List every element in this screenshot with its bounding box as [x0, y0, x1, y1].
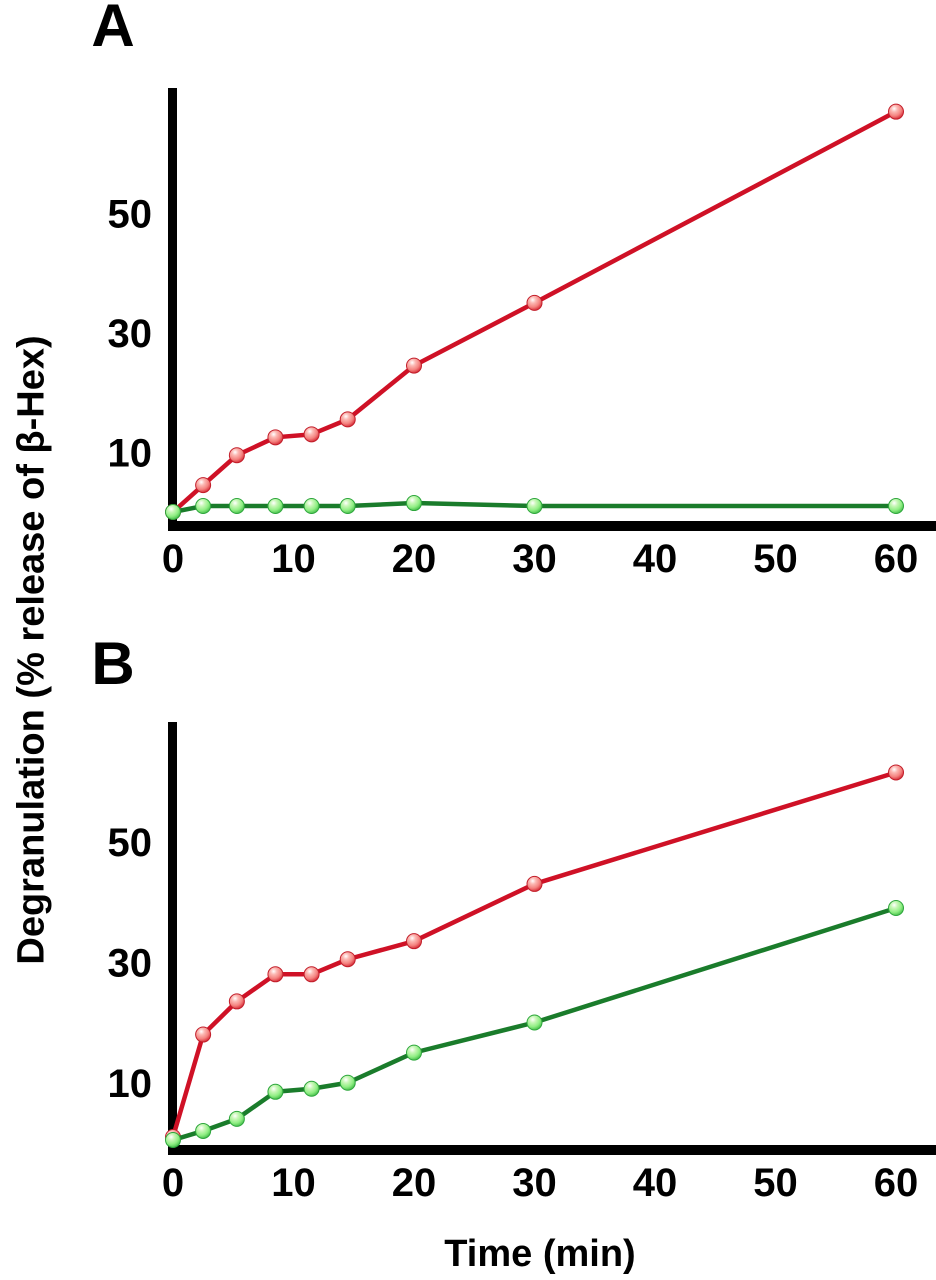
- green-data-point: [165, 504, 181, 520]
- red-data-point: [303, 426, 320, 443]
- y-tick-label: 50: [108, 192, 153, 236]
- x-tick-label: 0: [162, 537, 184, 581]
- y-tick-label: 50: [108, 821, 153, 865]
- green-data-point: [526, 1014, 543, 1031]
- green-data-point: [888, 900, 904, 917]
- green-data-point: [888, 498, 904, 515]
- panel-a-letter: A: [91, 0, 134, 59]
- panel-b-series: [165, 764, 904, 1148]
- green-data-point: [267, 1083, 284, 1100]
- red-data-point: [267, 429, 284, 446]
- red-data-point: [406, 933, 422, 950]
- x-axis-title: Time (min): [444, 1233, 635, 1275]
- panel-a-tick-labels: 0 10 20 30 40 50 60 10 30 50: [108, 192, 919, 581]
- y-tick-label: 30: [108, 941, 153, 985]
- red-data-point: [888, 103, 904, 120]
- green-data-point: [195, 498, 212, 515]
- x-tick-label: 40: [633, 1161, 678, 1205]
- x-tick-label: 50: [753, 1161, 798, 1205]
- green-data-point: [228, 1110, 245, 1127]
- x-tick-label: 10: [271, 537, 316, 581]
- red-data-point: [228, 447, 245, 464]
- x-tick-label: 10: [271, 1161, 316, 1205]
- panel-a: A 0 10 20 30 40 50 60 10 30 50: [91, 0, 936, 581]
- x-tick-label: 30: [512, 1161, 557, 1205]
- x-tick-label: 20: [392, 1161, 437, 1205]
- red-data-point: [888, 764, 904, 781]
- red-data-point: [406, 357, 422, 374]
- x-tick-label: 60: [874, 1161, 919, 1205]
- green-data-point: [195, 1122, 212, 1139]
- green-data-point: [228, 498, 245, 515]
- x-tick-label: 50: [753, 537, 798, 581]
- green-data-point: [406, 495, 422, 512]
- x-tick-label: 0: [162, 1161, 184, 1205]
- x-tick-label: 60: [874, 537, 919, 581]
- green-data-point: [303, 498, 320, 515]
- green-data-point: [339, 1074, 356, 1091]
- red-data-point: [526, 875, 543, 892]
- red-data-point: [228, 993, 245, 1010]
- red-data-point: [195, 477, 212, 494]
- red-data-point: [267, 966, 284, 983]
- red-line: [170, 109, 899, 515]
- green-data-point: [165, 1131, 181, 1148]
- red-data-point: [339, 951, 356, 968]
- panel-b: B 0 10 20 30 40 50 60 10 30 50: [91, 630, 936, 1205]
- red-data-point: [339, 411, 356, 428]
- y-axis-title: Degranulation (% release of β-Hex): [10, 335, 52, 964]
- red-line: [170, 770, 899, 1140]
- panel-b-tick-labels: 0 10 20 30 40 50 60 10 30 50: [108, 821, 919, 1205]
- y-tick-label: 30: [108, 312, 153, 356]
- x-tick-label: 40: [633, 537, 678, 581]
- green-data-point: [303, 1080, 320, 1097]
- x-tick-label: 20: [392, 537, 437, 581]
- x-tick-label: 30: [512, 537, 557, 581]
- panel-a-series: [165, 103, 904, 520]
- red-data-point: [195, 1026, 212, 1043]
- y-tick-label: 10: [108, 1062, 153, 1106]
- red-data-point: [303, 966, 320, 983]
- y-tick-label: 10: [108, 431, 153, 475]
- green-data-point: [526, 498, 543, 515]
- green-data-point: [339, 498, 356, 515]
- panel-b-letter: B: [91, 630, 134, 697]
- green-data-point: [267, 498, 284, 515]
- red-data-point: [526, 294, 543, 311]
- green-data-point: [406, 1044, 422, 1061]
